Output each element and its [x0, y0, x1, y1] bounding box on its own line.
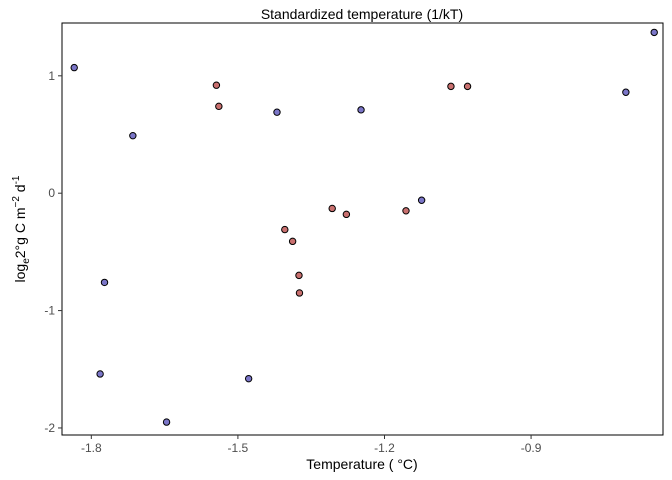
y-axis-title-sup2: -1: [11, 175, 22, 184]
data-point: [342, 210, 351, 219]
y-tick-label: -1: [44, 304, 55, 318]
data-point: [447, 82, 455, 91]
data-point: [273, 108, 281, 116]
plot-panel: [61, 22, 664, 436]
data-point: [295, 289, 304, 297]
y-axis: -2 -1 0 1: [44, 69, 62, 435]
data-point: [650, 28, 658, 37]
data-point: [288, 237, 297, 246]
data-point: [357, 106, 365, 114]
data-point: [295, 271, 303, 280]
y-axis-title-sup1: −2: [11, 196, 22, 208]
data-point: [402, 207, 410, 215]
y-axis-title: loge2°g C m−2 d-1: [11, 175, 32, 282]
data-point: [70, 63, 78, 72]
data-point: [622, 88, 630, 96]
y-tick-label: 0: [48, 186, 55, 200]
y-axis-title-unit: 2°g C m: [12, 208, 28, 259]
y-axis-title-log: log: [12, 264, 28, 283]
x-tick-label: -1.5: [228, 441, 249, 455]
x-tick-label: -0.9: [521, 441, 542, 455]
data-point: [129, 131, 137, 140]
y-tick-label: 1: [48, 69, 55, 83]
data-point: [100, 278, 109, 287]
x-axis-title: Temperature ( °C): [306, 456, 417, 472]
data-point: [215, 102, 223, 111]
data-point: [96, 370, 104, 378]
x-tick-label: -1.8: [81, 441, 102, 455]
data-points: [70, 28, 658, 426]
data-point: [328, 204, 336, 213]
data-point: [417, 196, 426, 204]
y-axis-title-sub: e: [21, 258, 32, 264]
y-tick-label: -2: [44, 421, 55, 435]
data-point: [162, 418, 171, 426]
data-point: [463, 82, 472, 91]
data-point: [244, 374, 253, 383]
top-axis-title: Standardized temperature (1/kT): [261, 6, 463, 22]
data-point: [281, 225, 289, 234]
x-tick-label: -1.2: [374, 441, 395, 455]
y-axis-title-day: d: [12, 184, 28, 196]
data-point: [212, 81, 221, 89]
x-axis: -1.8 -1.5 -1.2 -0.9: [81, 435, 542, 455]
